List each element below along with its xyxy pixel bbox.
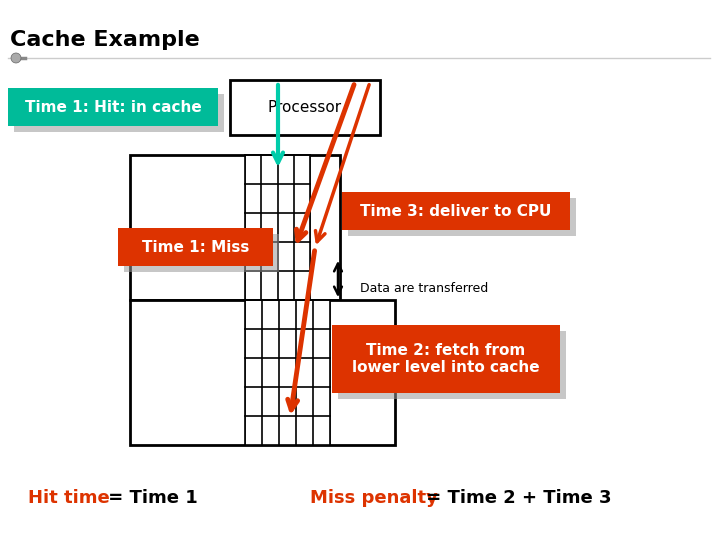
Text: Data are transferred: Data are transferred: [360, 281, 488, 294]
Bar: [118, 228, 273, 266]
Bar: [245, 300, 330, 445]
Bar: [124, 234, 279, 272]
Text: Processor: Processor: [268, 100, 342, 115]
Bar: [332, 325, 560, 393]
Bar: [230, 80, 380, 135]
Text: Time 3: deliver to CPU: Time 3: deliver to CPU: [360, 204, 552, 219]
Circle shape: [11, 53, 21, 63]
Text: Time 1: Miss: Time 1: Miss: [142, 240, 249, 254]
Bar: [8, 88, 218, 126]
Bar: [338, 331, 566, 399]
Text: = Time 2 + Time 3: = Time 2 + Time 3: [420, 489, 611, 507]
Text: Time 2: fetch from
lower level into cache: Time 2: fetch from lower level into cach…: [352, 343, 540, 375]
Bar: [245, 155, 310, 300]
Text: Cache Example: Cache Example: [10, 30, 199, 50]
Bar: [14, 94, 224, 132]
Bar: [130, 155, 340, 300]
Text: Miss penalty: Miss penalty: [310, 489, 438, 507]
Bar: [348, 198, 576, 236]
Text: Hit time: Hit time: [28, 489, 109, 507]
Bar: [130, 300, 395, 445]
Text: Time 1: Hit: in cache: Time 1: Hit: in cache: [24, 99, 202, 114]
Text: = Time 1: = Time 1: [102, 489, 198, 507]
Bar: [342, 192, 570, 230]
